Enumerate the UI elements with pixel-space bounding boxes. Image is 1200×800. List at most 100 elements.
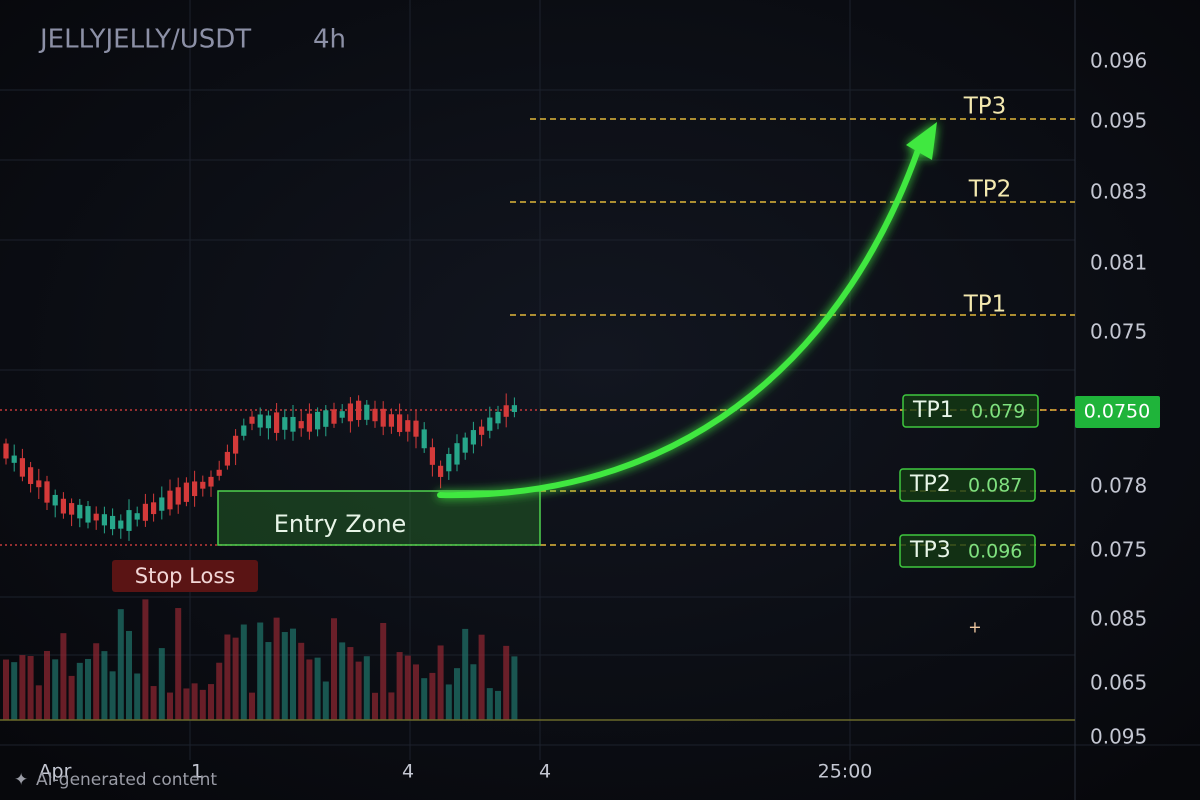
volume-bars: [3, 599, 518, 720]
volume-bar: [437, 645, 444, 720]
tp-box: [899, 468, 1036, 502]
timeframe: 4h: [313, 25, 346, 55]
tp-box-price: 0.079: [971, 401, 1025, 423]
volume-bar: [249, 692, 255, 720]
watermark-icon: ✦: [14, 770, 28, 790]
time-label: 25:00: [818, 761, 873, 783]
candle-body: [323, 410, 329, 427]
volume-bar: [470, 664, 477, 720]
volume-bar: [388, 692, 395, 720]
candle-body: [503, 405, 509, 417]
volume-bar: [413, 664, 419, 720]
volume-bar: [339, 642, 346, 720]
current-price-box: [1075, 396, 1160, 428]
volume-bar: [404, 655, 411, 720]
candle-body: [85, 506, 91, 523]
volume-bar: [240, 624, 247, 720]
volume-bar: [175, 608, 182, 720]
volume-bar: [298, 642, 305, 720]
candle-body: [134, 513, 140, 520]
candle-body: [372, 408, 378, 422]
volume-bar: [273, 617, 280, 720]
volume-bar: [380, 622, 387, 720]
volume-bar: [363, 656, 370, 720]
volume-bar: [421, 678, 428, 720]
price-axis: 0.096 0.095 0.083 0.081 0.075 0.078 0.075 0.085…: [1090, 49, 1147, 749]
volume-bar: [199, 689, 206, 720]
pair-title: JELLYJELLY/USDT: [38, 25, 251, 55]
trend-arrow: [437, 122, 937, 499]
candle-body: [11, 455, 17, 463]
candle-body: [159, 497, 165, 511]
candle-body: [479, 426, 485, 435]
volume-bar: [85, 658, 91, 720]
candle-body: [241, 425, 247, 436]
candle-body: [200, 481, 206, 489]
candle-body: [3, 443, 9, 459]
volume-bar: [109, 671, 116, 720]
volume-bar: [191, 683, 198, 720]
candlesticks: [3, 393, 517, 541]
price-label: 0.065: [1090, 671, 1147, 695]
candle-body: [356, 400, 362, 420]
volume-bar: [3, 659, 9, 720]
candle-body: [19, 458, 25, 477]
current-price: 0.0750: [1084, 401, 1150, 423]
volume-bar: [216, 662, 223, 720]
volume-bar: [232, 637, 239, 720]
candle-body: [405, 420, 411, 432]
tp-box-price: 0.096: [968, 541, 1022, 563]
candle-body: [208, 476, 214, 487]
candle-body: [438, 465, 444, 477]
volume-bar: [314, 657, 321, 720]
volume-bar: [11, 662, 18, 720]
candle-body: [118, 520, 124, 529]
volume-bar: [126, 630, 132, 720]
volume-bar: [495, 690, 501, 720]
candle-body: [315, 411, 321, 430]
volume-bar: [257, 622, 264, 720]
candle-body: [495, 411, 501, 424]
candle-body: [274, 412, 280, 433]
candle-body: [413, 420, 419, 437]
candle-body: [167, 490, 173, 510]
volume-bar: [445, 684, 452, 720]
candle-body: [224, 451, 230, 466]
volume-bar: [68, 675, 75, 720]
candle-body: [77, 504, 83, 519]
tp-line-label: TP3: [963, 94, 1007, 120]
candle-body: [151, 502, 157, 515]
candle-body: [421, 429, 427, 449]
entry-zone-label: Entry Zone: [274, 510, 407, 538]
price-label: 0.083: [1090, 180, 1147, 204]
tp-line-label: TP1: [963, 292, 1007, 318]
volume-bar: [281, 632, 288, 720]
candle-body: [347, 403, 353, 422]
candle-body: [429, 447, 435, 465]
volume-bar: [306, 659, 313, 720]
volume-bar: [44, 650, 50, 720]
volume-bar: [503, 645, 510, 720]
volume-bar: [454, 668, 460, 720]
volume-bar: [322, 681, 329, 720]
candle-body: [511, 405, 517, 413]
price-label: 0.095: [1090, 725, 1147, 749]
candle-body: [282, 417, 288, 430]
volume-bar: [150, 686, 157, 720]
tp-box-label: TP2: [909, 472, 951, 497]
stop-loss-box: [112, 560, 258, 592]
volume-bar: [372, 692, 378, 720]
volume-bar: [265, 642, 272, 720]
volume-bar: [355, 661, 362, 720]
stop-loss-label: Stop Loss: [135, 564, 235, 588]
volume-bar: [347, 647, 354, 720]
volume-bar: [462, 628, 469, 720]
candle-body: [380, 408, 386, 427]
candle-body: [69, 503, 75, 515]
time-label: 4: [402, 761, 414, 783]
candle-body: [265, 415, 271, 429]
price-label: 0.078: [1090, 474, 1147, 498]
candle-body: [339, 411, 345, 418]
candle-body: [110, 515, 116, 530]
